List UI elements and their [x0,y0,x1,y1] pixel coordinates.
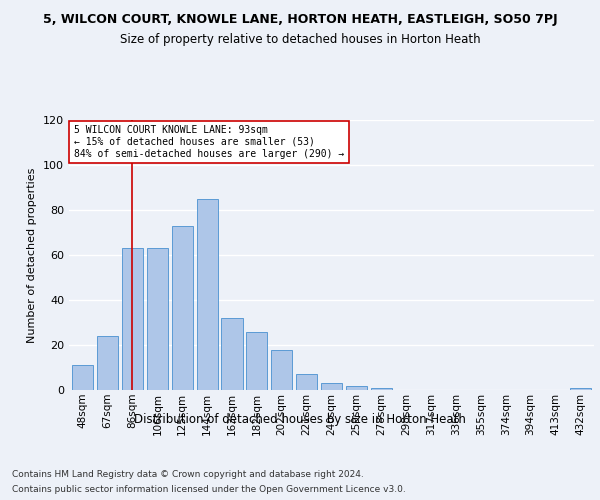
Bar [122,248,143,390]
Text: Contains HM Land Registry data © Crown copyright and database right 2024.: Contains HM Land Registry data © Crown c… [12,470,364,479]
Bar [371,388,392,390]
Bar [246,332,268,390]
Bar [271,350,292,390]
Y-axis label: Number of detached properties: Number of detached properties [28,168,37,342]
Text: 5 WILCON COURT KNOWLE LANE: 93sqm
← 15% of detached houses are smaller (53)
84% : 5 WILCON COURT KNOWLE LANE: 93sqm ← 15% … [74,126,344,158]
Bar [197,198,218,390]
Bar [346,386,367,390]
Text: 5, WILCON COURT, KNOWLE LANE, HORTON HEATH, EASTLEIGH, SO50 7PJ: 5, WILCON COURT, KNOWLE LANE, HORTON HEA… [43,12,557,26]
Bar [72,365,93,390]
Bar [296,374,317,390]
Text: Distribution of detached houses by size in Horton Heath: Distribution of detached houses by size … [134,412,466,426]
Bar [221,318,242,390]
Bar [570,388,591,390]
Text: Size of property relative to detached houses in Horton Heath: Size of property relative to detached ho… [119,32,481,46]
Bar [97,336,118,390]
Bar [147,248,168,390]
Bar [321,383,342,390]
Bar [172,226,193,390]
Text: Contains public sector information licensed under the Open Government Licence v3: Contains public sector information licen… [12,485,406,494]
